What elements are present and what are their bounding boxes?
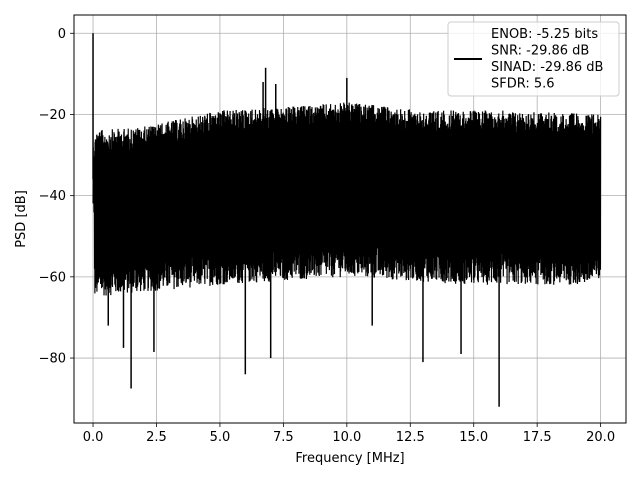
y-tick-label: −60 — [39, 270, 66, 285]
y-tick-label: −80 — [39, 352, 66, 367]
x-tick-label: 10.0 — [332, 430, 361, 445]
legend: ENOB: -5.25 bits SNR: -29.86 dB SINAD: -… — [447, 21, 620, 97]
legend-line-sfdr: SFDR: 5.6 — [491, 77, 555, 92]
x-tick-label: 15.0 — [459, 430, 488, 445]
x-tick-label: 0.0 — [83, 430, 104, 445]
legend-box — [447, 21, 620, 97]
x-tick-label: 12.5 — [396, 430, 425, 445]
x-tick-label: 2.5 — [146, 430, 167, 445]
x-tick-label: 5.0 — [210, 430, 231, 445]
x-axis-ticks: 0.0 2.5 5.0 7.5 10.0 12.5 15.0 17.5 20.0 — [83, 423, 615, 445]
x-tick-label: 17.5 — [523, 430, 552, 445]
x-tick-label: 7.5 — [273, 430, 294, 445]
y-axis-label: PSD [dB] — [14, 190, 29, 248]
legend-line-sinad: SINAD: -29.86 dB — [491, 60, 603, 75]
y-axis-ticks: 0 −20 −40 −60 −80 — [39, 27, 74, 367]
y-tick-label: −40 — [39, 189, 66, 204]
x-axis-label: Frequency [MHz] — [295, 451, 404, 466]
legend-line-snr: SNR: -29.86 dB — [491, 44, 589, 59]
plot-frame — [73, 14, 627, 424]
legend-line-enob: ENOB: -5.25 bits — [491, 27, 598, 42]
psd-series — [92, 33, 602, 407]
y-tick-label: 0 — [58, 27, 66, 42]
x-tick-label: 20.0 — [586, 430, 615, 445]
y-tick-label: −20 — [39, 108, 66, 123]
